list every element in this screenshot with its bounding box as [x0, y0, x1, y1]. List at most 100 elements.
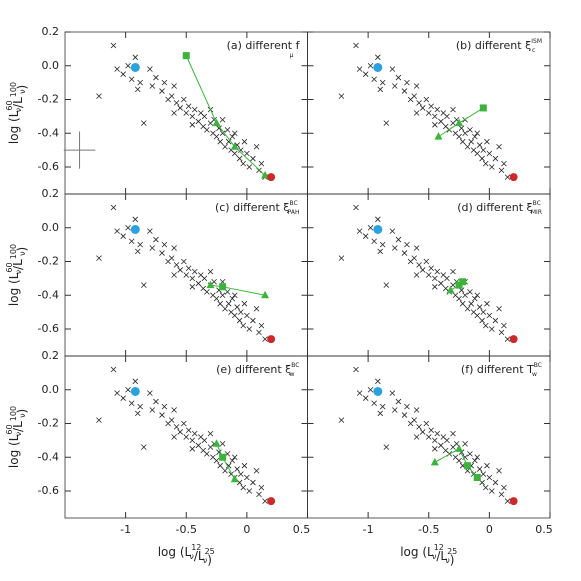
observed-point	[213, 295, 220, 302]
model-triangle	[430, 457, 439, 466]
observed-point	[432, 113, 438, 120]
observed-point	[479, 317, 485, 324]
title-sub: w	[290, 371, 295, 378]
observed-point	[240, 484, 247, 491]
observed-point	[450, 106, 456, 113]
y-tick-label: -0.2	[38, 93, 59, 106]
observed-point	[204, 451, 210, 457]
observed-point	[189, 113, 196, 120]
observed-point	[432, 275, 438, 282]
observed-point	[419, 267, 426, 273]
observed-point	[338, 255, 345, 261]
title-sub: MIR	[531, 209, 542, 216]
observed-point	[132, 216, 139, 223]
observed-point	[496, 467, 502, 474]
observed-point	[404, 403, 410, 410]
observed-point	[201, 275, 208, 282]
x-tick-label: -0.5	[418, 523, 439, 536]
observed-point	[253, 467, 260, 474]
observed-point	[472, 295, 478, 302]
observed-point	[392, 245, 398, 251]
y-tick-label: 0.0	[42, 383, 60, 396]
y-axis-label: log (L60ν/L100ν)	[5, 244, 29, 306]
label-sub: ν	[189, 552, 194, 561]
model-triangle	[446, 285, 455, 294]
panel: 0.2 0.0 -0.2 -0.4 -0.6 (c) different ξBC PAH lo…	[5, 187, 308, 357]
observed-point	[128, 76, 135, 83]
observed-point	[458, 125, 465, 131]
observed-point	[395, 236, 402, 243]
observed-point	[161, 241, 168, 248]
observed-point	[120, 395, 126, 401]
label-sup: 12	[191, 543, 201, 552]
observed-point	[432, 122, 438, 128]
observed-point	[191, 430, 198, 437]
observed-point	[428, 103, 434, 110]
observed-point	[219, 292, 226, 299]
panel: (d) different ξBC MIR	[307, 193, 551, 357]
label-text: /L	[11, 97, 25, 108]
observed-point	[236, 155, 243, 162]
label-sub: ν	[14, 269, 23, 274]
observed-point	[474, 292, 481, 299]
label-sup: 100	[9, 244, 18, 259]
observed-point	[416, 424, 422, 430]
label-sup: 60	[5, 424, 14, 434]
observed-point	[383, 282, 390, 288]
observed-point	[153, 236, 159, 243]
title-text: (a) different f	[227, 39, 301, 52]
label-text: )	[15, 85, 29, 90]
observed-point	[238, 309, 244, 315]
observed-point	[474, 312, 481, 319]
observed-point	[428, 427, 434, 434]
model-square	[219, 283, 227, 291]
observed-point	[392, 407, 398, 413]
observed-point	[149, 83, 156, 89]
observed-point	[120, 233, 126, 239]
observed-point	[234, 466, 240, 472]
observed-point	[501, 322, 507, 329]
y-tick-label: 0.2	[42, 25, 60, 38]
observed-point	[238, 471, 244, 477]
x-tick-label: 0.5	[293, 523, 311, 536]
model-triangle	[261, 290, 270, 299]
label-sup: 25	[205, 547, 215, 556]
observed-point	[204, 127, 210, 133]
observed-point	[191, 106, 198, 113]
observed-point	[181, 420, 187, 427]
observed-point	[498, 167, 505, 174]
panel-title: (c) different ξBC PAH	[215, 200, 300, 216]
observed-point	[367, 62, 374, 69]
label-text: )	[15, 409, 29, 414]
observed-point	[225, 462, 232, 469]
observed-point	[389, 390, 396, 396]
observed-point	[375, 54, 381, 61]
title-sub: c	[532, 47, 535, 54]
observed-point	[395, 398, 402, 405]
y-tick-label: 0.0	[42, 221, 60, 234]
observed-point	[356, 390, 363, 396]
observed-point	[153, 74, 159, 81]
observed-point	[141, 120, 147, 126]
observed-point	[480, 147, 487, 153]
observed-point	[231, 454, 238, 461]
model-triangle	[455, 444, 464, 452]
observed-point	[159, 88, 165, 94]
label-text: log (L	[158, 545, 192, 559]
observed-point	[467, 127, 473, 133]
observed-point	[501, 160, 507, 167]
observed-point	[486, 474, 493, 481]
observed-point	[256, 491, 262, 498]
observed-point	[244, 474, 250, 481]
observed-point	[444, 437, 450, 444]
observed-point	[258, 160, 265, 167]
observed-point	[419, 105, 426, 111]
model-square	[479, 104, 487, 112]
observed-point	[450, 268, 456, 275]
observed-point	[413, 245, 420, 251]
model-triangle	[212, 118, 221, 127]
observed-point	[467, 451, 473, 457]
observed-point	[411, 255, 417, 261]
observed-point	[159, 250, 165, 256]
observed-point	[362, 233, 369, 239]
